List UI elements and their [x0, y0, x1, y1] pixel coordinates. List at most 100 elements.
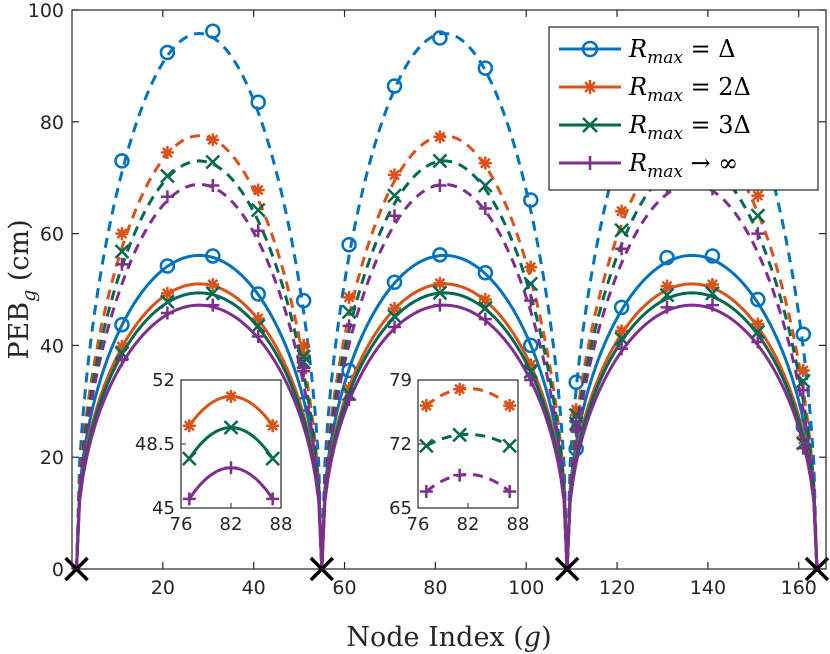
- inset-point: [224, 389, 238, 403]
- inset-x-tick-label: 76: [170, 514, 193, 535]
- inset-y-tick-label: 45: [152, 498, 175, 519]
- x-tick-label: 100: [508, 577, 544, 599]
- solid-point: [478, 312, 492, 326]
- main-axes: 20 40 60 80 100 120 140 160 0 20 40 60 80 100: [28, 0, 830, 599]
- inset-point: [452, 427, 468, 443]
- inset-point: [419, 399, 433, 413]
- solid-point: [433, 276, 447, 290]
- inset-solid-zoom: 76 82 88 45 48.5 52: [135, 370, 293, 535]
- dashed-point: [433, 130, 447, 144]
- y-tick-label: 60: [40, 224, 64, 246]
- solid-curve: [75, 282, 324, 569]
- solid-point: [250, 318, 266, 334]
- inset-x-tick-label: 88: [270, 514, 293, 535]
- dashed-point: [523, 276, 539, 292]
- solid-point: [524, 358, 538, 372]
- y-tick-label: 40: [40, 335, 64, 357]
- dashed-point: [795, 326, 812, 342]
- dashed-point: [387, 188, 402, 203]
- dashed-point: [569, 423, 583, 437]
- dashed-point: [160, 190, 174, 204]
- dashed-point: [250, 202, 266, 218]
- dashed-point: [796, 364, 810, 378]
- solid-point: [114, 316, 130, 333]
- dashed-point: [432, 30, 448, 46]
- solid-curve: [565, 253, 819, 569]
- solid-point: [704, 248, 721, 264]
- solid-point: [433, 298, 447, 312]
- dashed-point: [477, 60, 494, 76]
- inset-point: [503, 485, 517, 499]
- x-tick-label: 80: [423, 577, 447, 599]
- solid-point: [387, 320, 401, 334]
- dashed-point: [614, 222, 629, 238]
- dashed-point: [387, 168, 401, 182]
- y-tick-label: 0: [52, 559, 64, 581]
- dashed-point: [115, 257, 129, 271]
- dashed-point: [433, 179, 447, 193]
- inset-point: [266, 419, 280, 433]
- legend-entry: Rmax = 3Δ: [559, 111, 751, 144]
- solid-point: [387, 302, 401, 316]
- x-tick-label: 120: [599, 577, 635, 599]
- dashed-point: [386, 78, 403, 94]
- solid-curve: [320, 291, 569, 569]
- inset-point: [224, 461, 238, 475]
- dashed-curve: [75, 134, 324, 569]
- solid-point: [205, 286, 221, 301]
- dashed-point: [160, 168, 175, 184]
- inset-point: [502, 438, 518, 454]
- inset-x-tick-label: 82: [457, 514, 480, 535]
- solid-point: [615, 342, 629, 356]
- dashed-point: [297, 361, 311, 375]
- inset-y-tick-label: 48.5: [135, 434, 175, 455]
- inset-point: [419, 485, 433, 499]
- solid-curve: [75, 253, 324, 569]
- y-tick-label: 80: [40, 112, 64, 134]
- solid-point: [615, 324, 629, 338]
- solid-point: [159, 258, 176, 274]
- dashed-curve: [75, 182, 324, 569]
- solid-curve: [320, 253, 569, 569]
- solid-point: [659, 287, 675, 303]
- solid-point: [477, 264, 494, 281]
- dashed-point: [751, 227, 765, 241]
- dashed-point: [341, 237, 357, 253]
- dashed-point: [159, 44, 176, 61]
- y-tick-label: 100: [28, 0, 64, 22]
- solid-point: [750, 324, 766, 340]
- dashed-point: [477, 178, 493, 193]
- solid-point: [660, 300, 674, 314]
- solid-point: [251, 329, 265, 343]
- solid-point: [613, 299, 630, 316]
- dashed-point: [297, 338, 311, 352]
- inset-point: [418, 438, 434, 454]
- inset-point: [182, 492, 196, 506]
- series-1: [75, 130, 819, 569]
- inset-point: [265, 451, 281, 467]
- inset-x-tick-label: 88: [507, 514, 530, 535]
- dashed-point: [387, 209, 401, 223]
- solid-point: [477, 300, 493, 316]
- dashed-point: [114, 153, 130, 169]
- solid-point: [660, 279, 674, 293]
- x-tick-label: 160: [781, 577, 817, 599]
- dashed-curve: [565, 182, 819, 569]
- dashed-point: [524, 260, 538, 274]
- dashed-point: [295, 292, 312, 309]
- dashed-point: [342, 319, 356, 333]
- dashed-curve: [320, 182, 569, 569]
- solid-point: [751, 335, 765, 349]
- solid-point: [342, 393, 356, 407]
- solid-point: [387, 308, 402, 324]
- dashed-point: [751, 189, 765, 203]
- y-axis-label: PEBg (cm): [4, 219, 40, 359]
- solid-point: [386, 274, 403, 290]
- inset-point: [223, 420, 239, 435]
- inset-y-tick-label: 72: [389, 434, 412, 455]
- inset-point: [181, 451, 197, 467]
- solid-point: [115, 353, 129, 367]
- dashed-point: [206, 133, 220, 147]
- dashed-point: [750, 208, 766, 224]
